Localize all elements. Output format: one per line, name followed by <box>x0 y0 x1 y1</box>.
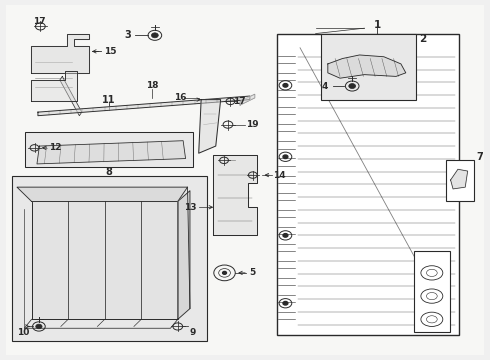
Polygon shape <box>17 187 188 202</box>
Circle shape <box>151 33 158 38</box>
Text: 9: 9 <box>190 328 196 337</box>
Bar <box>414 251 450 332</box>
Bar <box>25 132 193 167</box>
Polygon shape <box>30 71 77 102</box>
Text: 7: 7 <box>476 153 483 162</box>
Bar <box>446 160 474 202</box>
Text: 17: 17 <box>33 17 46 26</box>
Polygon shape <box>199 100 221 153</box>
Circle shape <box>283 301 288 305</box>
Circle shape <box>283 155 288 158</box>
Polygon shape <box>38 96 250 116</box>
Text: 11: 11 <box>102 95 115 105</box>
Text: 8: 8 <box>105 167 112 177</box>
Polygon shape <box>213 155 257 235</box>
Text: 12: 12 <box>49 143 62 152</box>
Bar <box>277 33 460 336</box>
Polygon shape <box>328 55 406 78</box>
Bar <box>12 176 207 341</box>
Polygon shape <box>240 94 255 105</box>
Circle shape <box>283 84 288 87</box>
Text: 18: 18 <box>146 81 159 90</box>
Bar <box>320 33 416 100</box>
Text: 3: 3 <box>125 30 131 40</box>
Text: 2: 2 <box>419 34 427 44</box>
Text: 4: 4 <box>321 82 328 91</box>
Circle shape <box>349 84 356 89</box>
Text: 10: 10 <box>17 328 29 337</box>
Circle shape <box>36 324 42 329</box>
Polygon shape <box>451 169 467 189</box>
Text: 13: 13 <box>184 203 196 212</box>
Polygon shape <box>178 191 190 319</box>
Polygon shape <box>30 33 89 73</box>
Polygon shape <box>60 76 82 116</box>
Text: 6: 6 <box>416 323 423 333</box>
Circle shape <box>222 271 226 274</box>
Text: 17: 17 <box>233 97 245 106</box>
Text: 5: 5 <box>249 268 255 277</box>
Polygon shape <box>37 141 186 164</box>
Text: 14: 14 <box>273 171 286 180</box>
Text: 16: 16 <box>174 93 187 102</box>
Circle shape <box>283 234 288 237</box>
Text: 1: 1 <box>373 19 381 30</box>
Text: 15: 15 <box>104 47 116 56</box>
Text: 19: 19 <box>246 120 259 129</box>
Polygon shape <box>31 202 178 319</box>
